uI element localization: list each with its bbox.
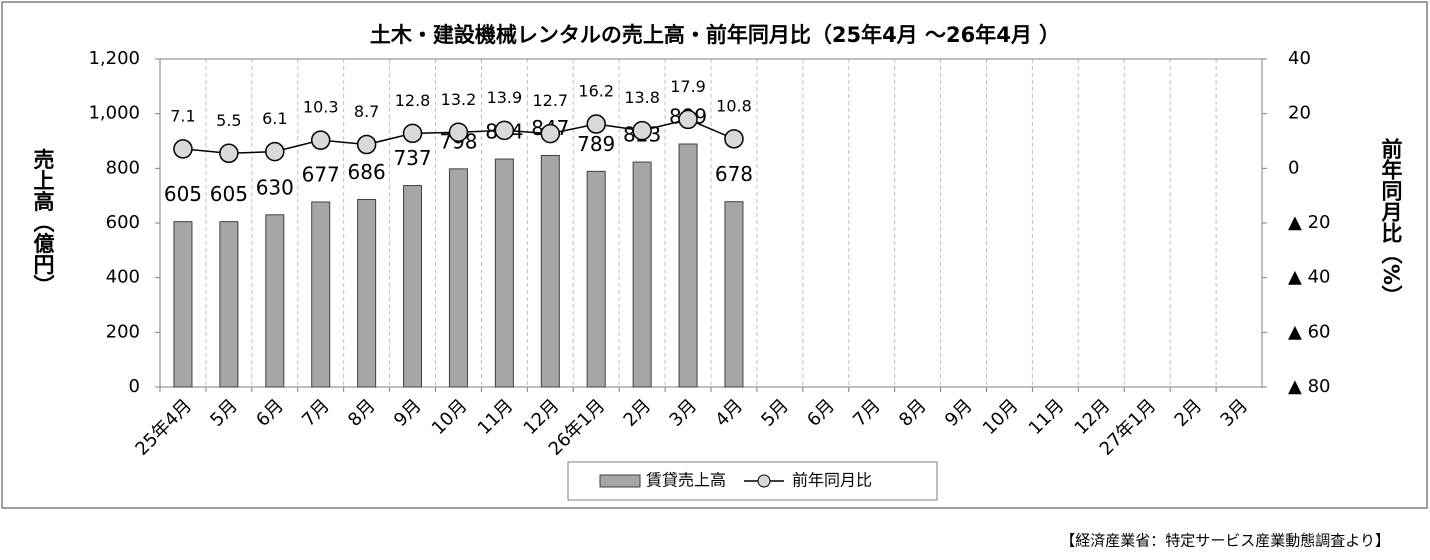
line-value-label: 10.8 [716,96,752,115]
line-marker [356,134,377,155]
bar [494,158,514,388]
line-marker [448,122,469,143]
y2-axis-label: 前年同月比（%） [1379,137,1404,306]
line-value-label: 7.1 [170,106,195,125]
legend-marker [757,474,771,488]
line-marker [540,123,561,144]
y-axis-label: 売上高（億円） [31,149,55,296]
bar-value-label: 605 [210,182,248,206]
legend-label: 前年同月比 [792,471,872,490]
bar [540,154,560,388]
y2-tick-label: ▲ 40 [1288,267,1330,288]
y2-tick-label: ▲ 80 [1288,376,1330,397]
bar [173,221,193,388]
line-value-label: 13.8 [624,88,660,107]
y2-tick-label: ▲ 20 [1288,212,1330,233]
bar-value-label: 678 [715,162,753,186]
chart-title: 土木・建設機械レンタルの売上高・前年同月比（25年4月 ～26年4月 ） [370,23,1060,47]
bar [678,143,698,388]
y-tick-label: 1,000 [88,103,140,124]
legend-swatch [599,474,641,488]
bar [219,221,239,388]
source-note: 【経済産業省：特定サービス産業動態調査より】 [1060,532,1390,550]
line-marker [724,129,744,149]
line-value-label: 13.9 [487,88,523,107]
bar [357,198,377,388]
line-value-label: 16.2 [578,82,614,101]
line-marker [219,143,239,164]
bar [403,185,423,388]
y-tick-label: 200 [106,321,140,342]
line-value-label: 10.3 [303,98,339,117]
line-value-label: 6.1 [262,109,287,128]
line-value-label: 12.7 [532,91,568,110]
chart-frame [1,1,1428,509]
y-tick-label: 400 [106,267,140,288]
line-value-label: 8.7 [354,102,379,121]
legend-label: 賃貸売上高 [646,471,726,490]
line-marker [494,120,515,141]
line-value-label: 5.5 [216,111,241,130]
bar [448,168,468,388]
line-value-label: 13.2 [441,90,477,109]
y-tick-label: 1,200 [88,48,140,69]
line-marker [173,139,193,159]
line-value-label: 12.8 [395,91,431,110]
line-marker [632,120,652,141]
y2-tick-label: ▲ 60 [1288,321,1330,342]
y-tick-label: 600 [106,212,140,233]
bar [632,161,652,388]
y2-tick-label: 0 [1288,157,1299,178]
bar-value-label: 630 [256,175,294,199]
bar [265,214,285,388]
bar-value-label: 677 [302,162,340,186]
bar-value-label: 737 [393,146,431,170]
bar [311,201,331,388]
line-marker [678,109,698,130]
line-marker [402,123,423,144]
line-value-label: 17.9 [670,77,706,96]
bar-value-label: 686 [348,160,386,184]
y-tick-label: 0 [129,376,140,397]
bar [586,170,606,388]
line-marker [265,141,285,162]
line-marker [586,114,606,134]
bar-value-label: 789 [577,132,615,156]
y-tick-label: 800 [106,157,140,178]
bar [724,201,744,388]
y2-tick-label: 40 [1288,48,1311,69]
line-marker [310,130,331,150]
y2-tick-label: 20 [1288,103,1311,124]
bar-value-label: 605 [164,182,202,206]
